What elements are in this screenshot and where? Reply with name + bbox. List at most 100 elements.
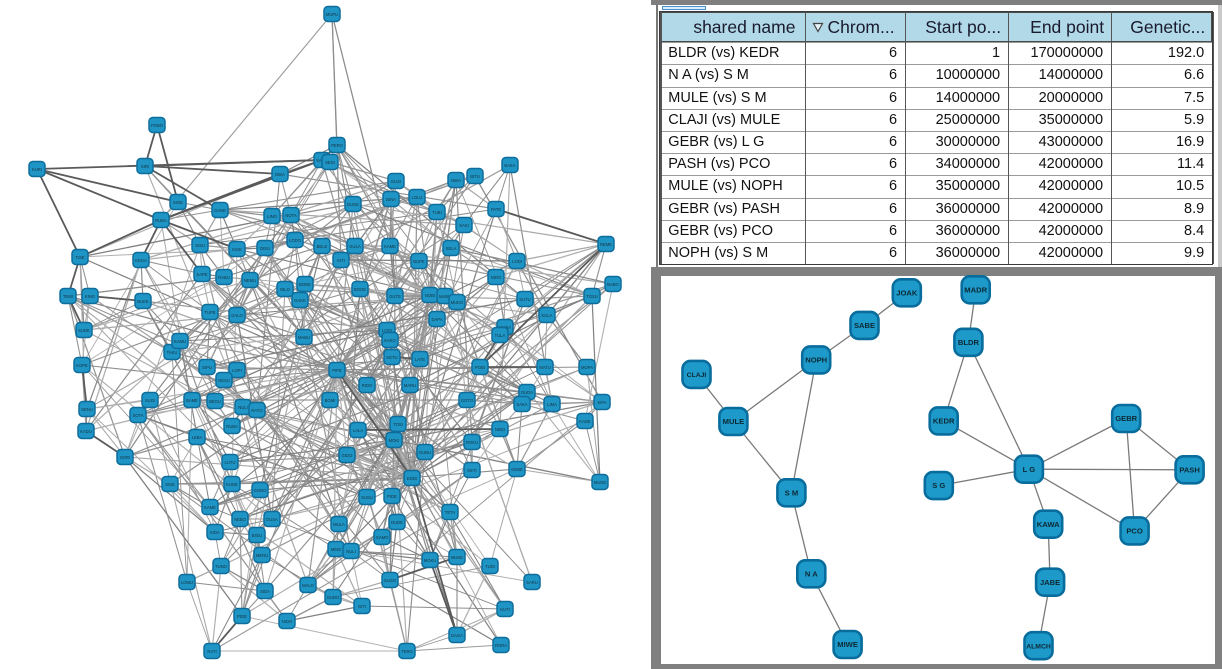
svg-text:MIWE: MIWE	[837, 640, 858, 649]
svg-text:RATO: RATO	[251, 408, 263, 413]
svg-text:LOPI: LOPI	[232, 368, 242, 373]
svg-text:SARU: SARU	[526, 580, 538, 585]
svg-text:KULA: KULA	[542, 313, 553, 318]
svg-text:SUTU: SUTU	[519, 297, 530, 302]
svg-text:GEBR: GEBR	[1115, 414, 1137, 423]
svg-text:LOGI: LOGI	[382, 328, 392, 333]
svg-text:BUPE: BUPE	[413, 259, 425, 264]
svg-text:TEMI: TEMI	[63, 294, 73, 299]
svg-text:PIDE: PIDE	[387, 494, 397, 499]
svg-text:RUBA: RUBA	[155, 218, 167, 223]
svg-text:NESU: NESU	[218, 378, 230, 383]
svg-text:DAPA: DAPA	[431, 317, 442, 322]
svg-text:TUDI: TUDI	[485, 564, 495, 569]
svg-text:S G: S G	[932, 481, 945, 490]
svg-text:CLAJI: CLAJI	[687, 372, 707, 379]
svg-text:BIGU: BIGU	[252, 533, 262, 538]
svg-text:PASH: PASH	[1179, 465, 1200, 474]
svg-text:GUTE: GUTE	[389, 294, 401, 299]
svg-text:BAKA: BAKA	[504, 163, 515, 168]
svg-text:PCO: PCO	[1126, 527, 1143, 536]
svg-text:KINO: KINO	[85, 294, 96, 299]
svg-text:JABE: JABE	[1040, 578, 1060, 587]
svg-text:MEDI: MEDI	[331, 547, 341, 552]
svg-text:PIPE: PIPE	[332, 368, 342, 373]
svg-text:KAME: KAME	[384, 244, 396, 249]
svg-text:NEMU: NEMU	[244, 278, 256, 283]
svg-text:GUBU: GUBU	[419, 450, 431, 455]
svg-text:BAME: BAME	[186, 398, 198, 403]
svg-text:PIDE: PIDE	[237, 614, 247, 619]
svg-text:TOSU: TOSU	[586, 294, 598, 299]
svg-text:TULA: TULA	[495, 333, 506, 338]
svg-text:GIDO: GIDO	[342, 453, 353, 458]
svg-text:SIPA: SIPA	[597, 400, 606, 405]
svg-text:SUGI: SUGI	[145, 398, 155, 403]
svg-text:LEBA: LEBA	[192, 435, 203, 440]
svg-text:ROKU: ROKU	[466, 440, 478, 445]
svg-text:MUKO: MUKO	[451, 300, 464, 305]
svg-text:SOTA: SOTA	[132, 413, 143, 418]
svg-text:TAKU: TAKU	[167, 350, 178, 355]
svg-text:TERO: TERO	[401, 649, 413, 654]
svg-text:KISE: KISE	[232, 247, 242, 252]
svg-text:SELA: SELA	[446, 246, 457, 251]
svg-text:LODI: LODI	[512, 259, 522, 264]
svg-text:MULA: MULA	[333, 522, 345, 527]
svg-text:GUDO: GUDO	[327, 595, 340, 600]
svg-text:SIPU: SIPU	[202, 365, 212, 370]
svg-text:BELE: BELE	[317, 244, 328, 249]
svg-text:REME: REME	[600, 242, 612, 247]
svg-text:TETA: TETA	[445, 510, 456, 515]
svg-text:DUDA: DUDA	[521, 390, 533, 395]
svg-text:SENU: SENU	[81, 407, 93, 412]
svg-text:KEGA: KEGA	[135, 258, 147, 263]
svg-text:SEDI: SEDI	[325, 160, 335, 165]
svg-text:BINA: BINA	[386, 197, 396, 202]
svg-text:LODO: LODO	[289, 238, 302, 243]
svg-text:N A: N A	[805, 569, 818, 578]
svg-text:KETI: KETI	[467, 468, 476, 473]
svg-text:BABO: BABO	[607, 282, 619, 287]
svg-text:GUSI: GUSI	[391, 179, 401, 184]
svg-text:NIRO: NIRO	[491, 275, 502, 280]
svg-text:GITI: GITI	[358, 604, 366, 609]
svg-text:MATU: MATU	[539, 365, 551, 370]
svg-text:MUPU: MUPU	[326, 12, 338, 17]
svg-text:KUDE: KUDE	[226, 482, 238, 487]
svg-text:NULI: NULI	[238, 405, 248, 410]
svg-text:DUDE: DUDE	[391, 520, 403, 525]
svg-text:TOSI: TOSI	[393, 422, 403, 427]
svg-text:GALO: GALO	[231, 313, 243, 318]
svg-text:KIDA: KIDA	[210, 530, 220, 535]
svg-text:BLDR: BLDR	[958, 338, 980, 347]
svg-text:MOKI: MOKI	[389, 438, 400, 443]
svg-text:PERO: PERO	[331, 143, 344, 148]
svg-text:NULI: NULI	[346, 549, 356, 554]
svg-text:GOTO: GOTO	[461, 398, 474, 403]
svg-text:SABE: SABE	[854, 321, 875, 330]
svg-text:SISU: SISU	[195, 243, 205, 248]
svg-text:SUDE: SUDE	[78, 328, 90, 333]
svg-text:MADR: MADR	[964, 285, 987, 294]
svg-text:NEBO: NEBO	[234, 517, 247, 522]
svg-text:RATI: RATI	[207, 649, 216, 654]
svg-text:KADE: KADE	[579, 419, 591, 424]
svg-text:LALA: LALA	[353, 428, 363, 433]
svg-text:LATE: LATE	[415, 357, 425, 362]
svg-text:BOMI: BOMI	[325, 398, 336, 403]
svg-text:KAKO: KAKO	[384, 338, 396, 343]
svg-text:BEGU: BEGU	[209, 399, 221, 404]
svg-text:MERU: MERU	[256, 553, 268, 558]
svg-text:RORA: RORA	[495, 643, 507, 648]
svg-text:GAMO: GAMO	[376, 535, 390, 540]
svg-text:SIGE: SIGE	[173, 200, 183, 205]
svg-text:SIRI: SIRI	[141, 164, 149, 169]
svg-text:KADU: KADU	[80, 429, 92, 434]
svg-text:S M: S M	[785, 488, 799, 497]
svg-text:MUKE: MUKE	[451, 555, 463, 560]
svg-text:SUGO: SUGO	[384, 578, 397, 583]
svg-text:BOGE: BOGE	[354, 287, 366, 292]
svg-text:NOPH: NOPH	[805, 356, 827, 365]
svg-text:PATE: PATE	[491, 207, 502, 212]
